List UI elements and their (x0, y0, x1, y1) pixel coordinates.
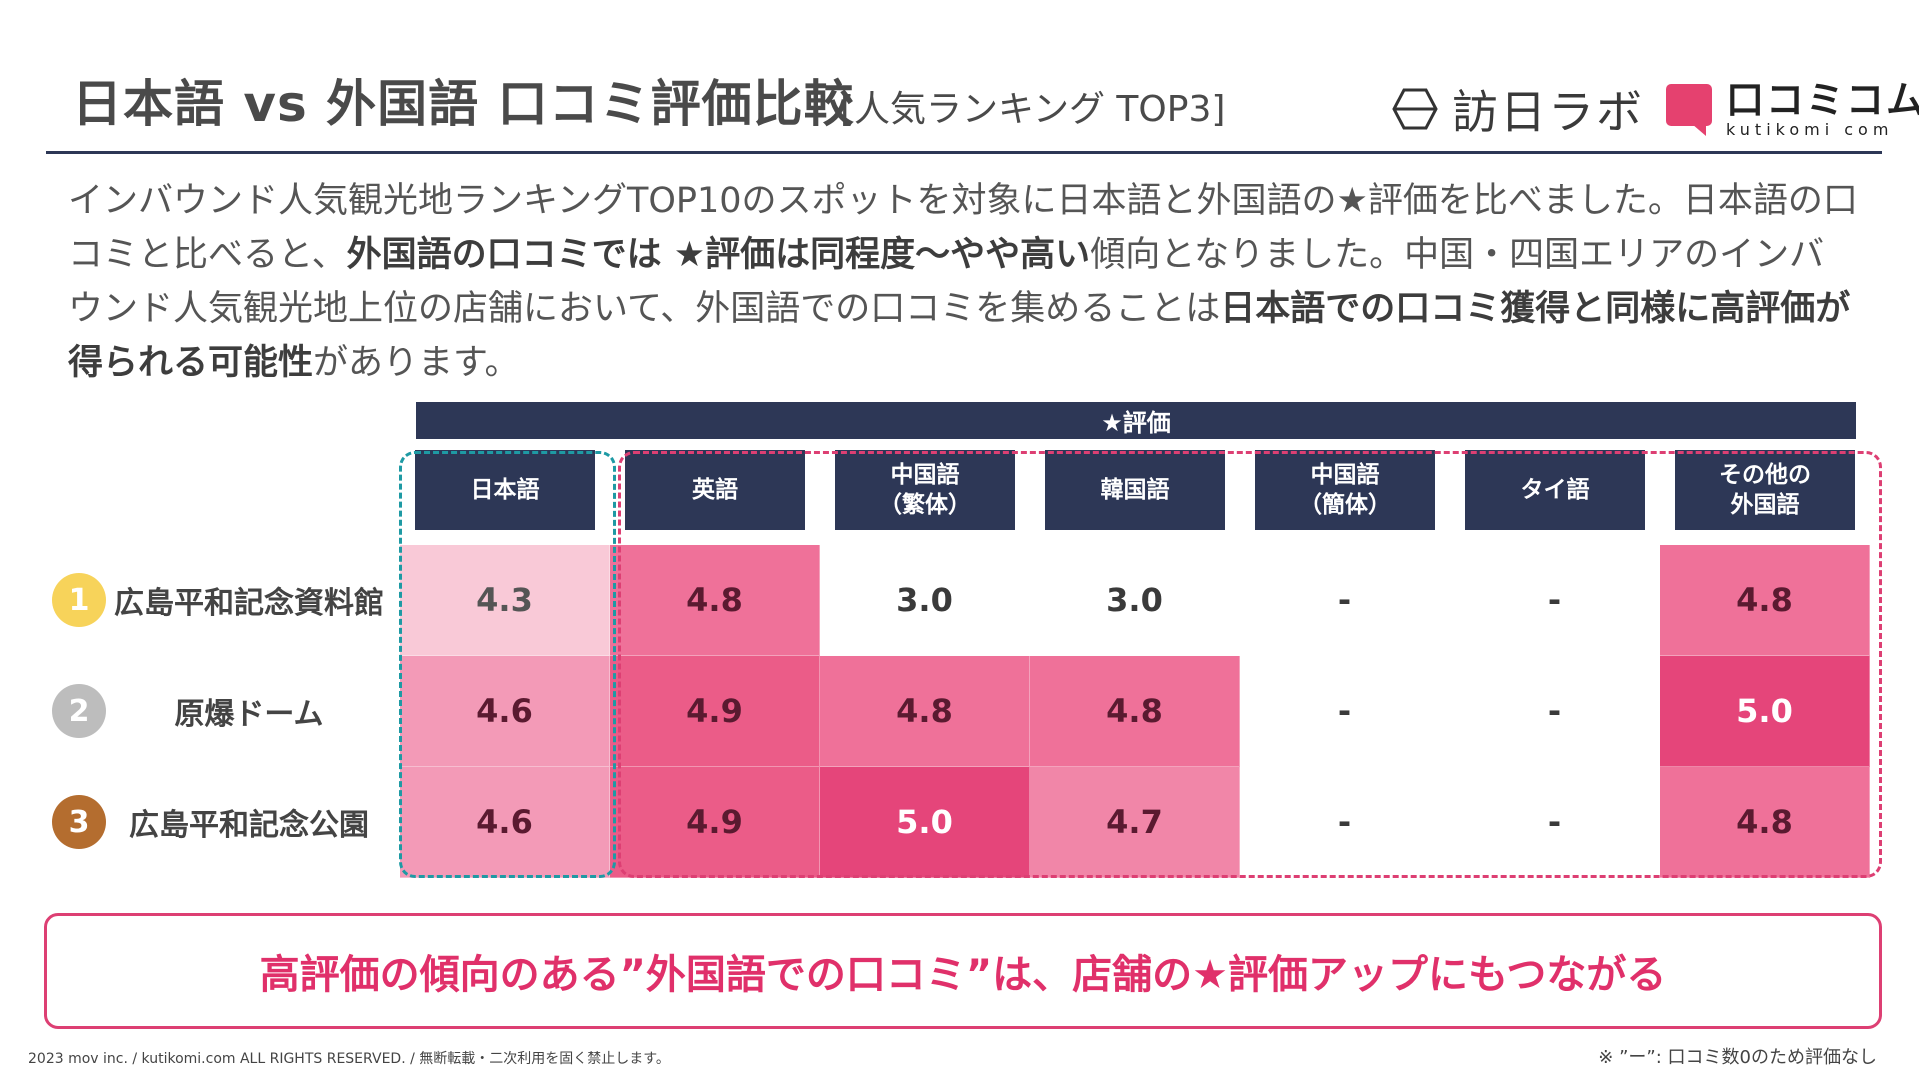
page-subtitle: [人気ランキング TOP3] (840, 89, 1226, 130)
japanese-group-outline (399, 451, 616, 878)
hexagon-icon (1392, 88, 1438, 130)
rating-cell: 5.0 (820, 767, 1030, 878)
row-label: 3 広島平和記念公園 (52, 792, 392, 852)
kutikomi-wordmark: 口コミコム (1726, 78, 1919, 122)
rating-cell: 4.3 (400, 545, 610, 656)
rating-cell: 4.9 (610, 767, 820, 878)
rating-cell: 4.7 (1030, 767, 1240, 878)
rank-badge: 1 (52, 573, 106, 627)
kutikomi-logo: 口コミコム kutikomi com (1666, 80, 1919, 139)
foreign-group-outline (618, 451, 1882, 878)
rating-cell: - (1240, 545, 1450, 656)
honichi-lab-wordmark: 訪日ラボ (1452, 85, 1644, 139)
intro-text-3: があります。 (313, 343, 520, 383)
rating-cell: 4.6 (400, 767, 610, 878)
rating-cell: 4.6 (400, 656, 610, 767)
rating-cell: - (1450, 545, 1660, 656)
spot-name: 広島平和記念公園 (129, 808, 369, 843)
copyright-text: 2023 mov inc. / kutikomi.com ALL RIGHTS … (28, 1051, 670, 1067)
row-label: 1 広島平和記念資料館 (52, 570, 392, 630)
footnote-text: ※ ”ー”: 口コミ数0のため評価なし (1598, 1047, 1877, 1068)
column-header: 英語 (625, 450, 805, 530)
title-divider (46, 151, 1882, 154)
page-title: 日本語 vs 外国語 口コミ評価比較 (72, 75, 855, 133)
column-header: 中国語 （簡体） (1255, 450, 1435, 530)
rating-header-bar: ★評価 (416, 402, 1856, 439)
column-header: タイ語 (1465, 450, 1645, 530)
column-header: その他の 外国語 (1675, 450, 1855, 530)
intro-text-2: 傾向となりました。中国・四国エリアのインバウンド人気観光地上位の店舗において、外… (68, 235, 1825, 329)
rating-cell: 3.0 (820, 545, 1030, 656)
spot-name: 原爆ドーム (174, 697, 324, 732)
rating-cell: 4.8 (610, 545, 820, 656)
intro-highlight-1: 外国語の口コミでは ★評価は同程度〜やや高い (346, 235, 1091, 275)
row-label: 2 原爆ドーム (52, 681, 392, 741)
rating-cell: 4.8 (1660, 545, 1870, 656)
column-header: 韓国語 (1045, 450, 1225, 530)
intro-text-1: インバウンド人気観光地ランキングTOP10のスポットを対象に日本語と外国語の★評… (68, 181, 1858, 275)
spot-name: 広島平和記念資料館 (114, 586, 384, 621)
column-header: 中国語 （繁体） (835, 450, 1015, 530)
intro-paragraph: インバウンド人気観光地ランキングTOP10のスポットを対象に日本語と外国語の★評… (68, 174, 1858, 390)
rating-cell: - (1450, 656, 1660, 767)
intro-highlight-2: 日本語での口コミ獲得と同様に高評価が得られる可能性 (68, 289, 1851, 383)
conclusion-banner: 高評価の傾向のある”外国語での口コミ”は、店舗の★評価アップにもつながる (44, 913, 1882, 1029)
rating-cell: 4.9 (610, 656, 820, 767)
rating-cell: 5.0 (1660, 656, 1870, 767)
speech-bubble-icon (1666, 83, 1712, 136)
column-header: 日本語 (415, 450, 595, 530)
rating-cell: 4.8 (1660, 767, 1870, 878)
rating-cell: 4.8 (820, 656, 1030, 767)
honichi-lab-logo: 訪日ラボ (1392, 76, 1644, 142)
rating-cell: - (1240, 656, 1450, 767)
rating-cell: - (1450, 767, 1660, 878)
rank-badge: 2 (52, 684, 106, 738)
kutikomi-domain: kutikomi com (1726, 120, 1894, 139)
rank-badge: 3 (52, 795, 106, 849)
rating-cell: 4.8 (1030, 656, 1240, 767)
rating-cell: 3.0 (1030, 545, 1240, 656)
